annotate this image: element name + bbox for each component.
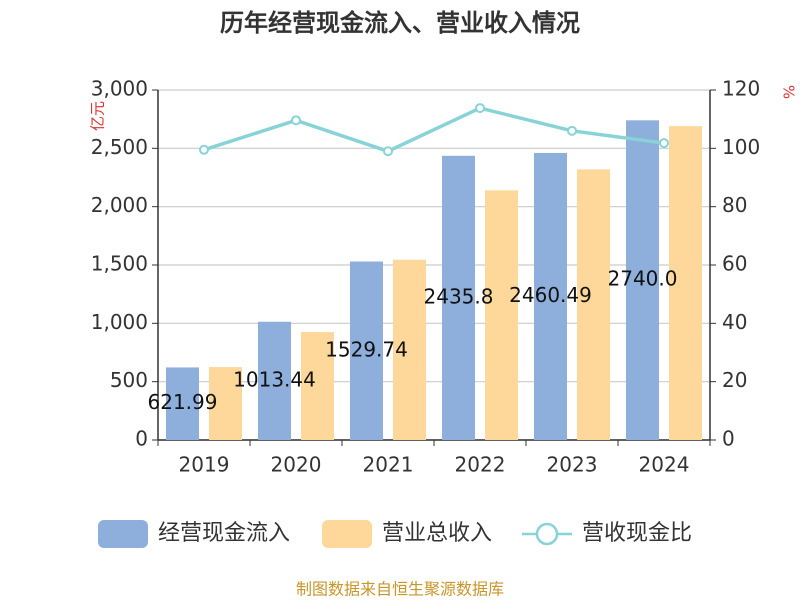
legend-swatch[interactable] [535, 522, 559, 546]
y2-tick-label: 100 [722, 135, 760, 159]
bar [350, 261, 383, 440]
bar [626, 120, 659, 440]
line-point [475, 103, 485, 114]
data-label: 2435.8 [424, 284, 494, 308]
x-tick-label: 2024 [639, 453, 690, 477]
legend-label[interactable]: 营收现金比 [582, 521, 692, 546]
y-tick-label: 2,500 [91, 135, 148, 159]
line-point [291, 115, 301, 126]
bar [301, 332, 334, 440]
line [203, 106, 665, 154]
y-tick-label: 3,000 [91, 77, 148, 101]
y-tick-label: 2,000 [91, 193, 148, 217]
legend-label[interactable]: 经营现金流入 [158, 521, 290, 546]
x-tick-label: 2023 [547, 453, 598, 477]
y2-axis-label: % [780, 85, 798, 99]
bar [442, 155, 475, 440]
bar [669, 126, 702, 441]
y2-tick-label: 0 [722, 427, 735, 451]
y-tick-label: 1,000 [91, 310, 148, 334]
bar [577, 169, 610, 441]
bar [485, 190, 518, 440]
data-label: 621.99 [148, 390, 218, 414]
bar [258, 321, 291, 440]
y-tick-label: 1,500 [91, 252, 148, 276]
bar [393, 259, 426, 440]
y2-tick-label: 80 [722, 193, 747, 217]
y2-tick-label: 40 [722, 310, 747, 334]
x-tick-label: 2019 [179, 453, 230, 477]
bar [209, 367, 242, 440]
line-point [199, 144, 209, 155]
y-tick-label: 500 [110, 368, 148, 392]
y-axis-label: 亿元 [89, 101, 107, 131]
y2-tick-label: 20 [722, 368, 747, 392]
legend-swatch[interactable] [322, 520, 372, 548]
y-tick-label: 0 [135, 427, 148, 451]
data-label: 1013.44 [233, 367, 316, 391]
x-tick-label: 2022 [455, 453, 506, 477]
y2-tick-label: 120 [722, 77, 760, 101]
legend-swatch[interactable] [98, 520, 148, 548]
source-note: 制图数据来自恒生聚源数据库 [296, 580, 504, 599]
line-point [383, 146, 393, 157]
chart-title: 历年经营现金流入、营业收入情况 [220, 9, 580, 37]
bar [534, 152, 567, 440]
legend-label[interactable]: 营业总收入 [382, 521, 492, 546]
x-tick-label: 2021 [363, 453, 414, 477]
y2-tick-label: 60 [722, 252, 747, 276]
line-point [567, 125, 577, 136]
line-point [659, 138, 669, 149]
x-tick-label: 2020 [271, 453, 322, 477]
data-label: 2460.49 [509, 283, 592, 307]
bar [166, 367, 199, 440]
data-label: 2740.0 [608, 267, 678, 291]
data-label: 1529.74 [325, 337, 408, 361]
